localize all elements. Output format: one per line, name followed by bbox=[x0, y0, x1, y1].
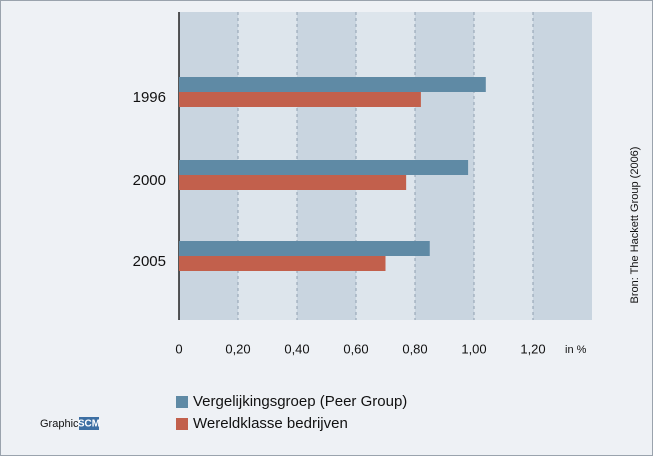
bar bbox=[179, 92, 421, 107]
bar bbox=[179, 77, 486, 92]
legend-swatch bbox=[176, 396, 188, 408]
legend-label: Vergelijkingsgroep (Peer Group) bbox=[193, 393, 407, 410]
logo-bg bbox=[79, 417, 99, 430]
band bbox=[474, 12, 533, 320]
logo: SCM bbox=[78, 419, 100, 430]
x-tick-label: 0 bbox=[175, 341, 182, 356]
y-tick-label: 2000 bbox=[133, 172, 166, 189]
bar bbox=[179, 256, 386, 271]
bar bbox=[179, 160, 469, 175]
source: Bron: The Hackett Group (2006) bbox=[629, 147, 641, 304]
credit: Graphic: bbox=[40, 418, 82, 430]
x-tick-label: 0,40 bbox=[284, 341, 309, 356]
x-tick-label: 0,20 bbox=[225, 341, 250, 356]
x-tick-label: 1,00 bbox=[461, 341, 486, 356]
bar bbox=[179, 241, 430, 256]
bar bbox=[179, 175, 407, 190]
x-tick-label: 1,20 bbox=[520, 341, 545, 356]
y-tick-label: 2005 bbox=[133, 253, 166, 270]
band bbox=[533, 12, 592, 320]
legend-label: Wereldklasse bedrijven bbox=[193, 415, 348, 432]
x-tick-label: 0,60 bbox=[343, 341, 368, 356]
y-tick-label: 1996 bbox=[133, 89, 166, 106]
legend-swatch bbox=[176, 418, 188, 430]
x-unit: in % bbox=[565, 344, 587, 356]
x-tick-label: 0,80 bbox=[402, 341, 427, 356]
